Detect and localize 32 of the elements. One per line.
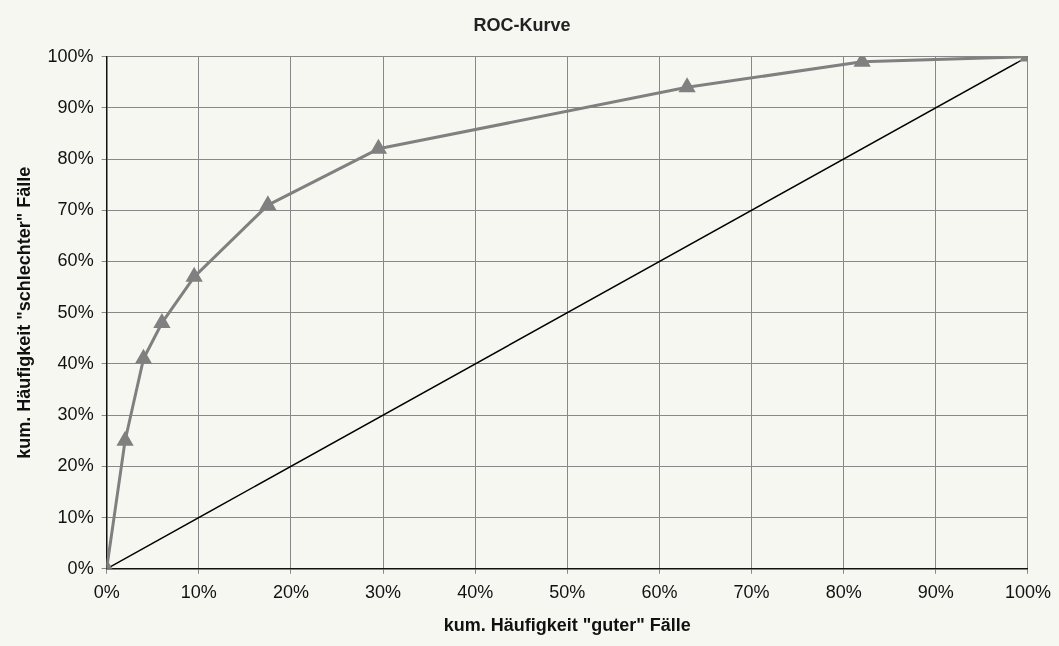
x-tick-label: 40% [457,581,494,602]
y-tick-label: 30% [57,404,94,425]
x-tick-label: 50% [549,581,586,602]
y-tick-label: 0% [67,557,94,578]
y-tick-label: 60% [57,250,94,271]
x-tick-label: 30% [365,581,402,602]
y-tick-label: 50% [57,301,94,322]
point [154,314,170,328]
point [260,196,276,211]
y-tick-label: 10% [57,506,94,527]
x-axis-title: kum. Häufigkeit "guter" Fälle [443,615,691,636]
x-tick-label: 0% [93,581,120,602]
x-tick-label: 90% [917,581,954,602]
x-tick-label: 70% [733,581,770,602]
y-tick-label: 20% [57,455,94,476]
y-tick-label: 40% [57,352,94,373]
x-tick-label: 10% [180,581,217,602]
y-tick-label: 70% [57,199,94,220]
point [186,268,202,282]
y-tick-label: 100% [47,45,94,66]
chart-title: ROC-Kurve [473,14,571,35]
y-tick-label: 90% [57,96,94,117]
x-tick-label: 20% [272,581,309,602]
point [370,140,386,154]
point [679,78,695,93]
point [135,350,152,364]
y-axis-title: kum. Häufigkeit "schlechter" Fälle [13,166,34,459]
x-tick-label: 100% [1004,581,1051,602]
x-tick-label: 80% [825,581,862,602]
y-tick-label: 80% [57,148,94,169]
point [117,432,133,446]
x-tick-label: 60% [641,581,678,602]
